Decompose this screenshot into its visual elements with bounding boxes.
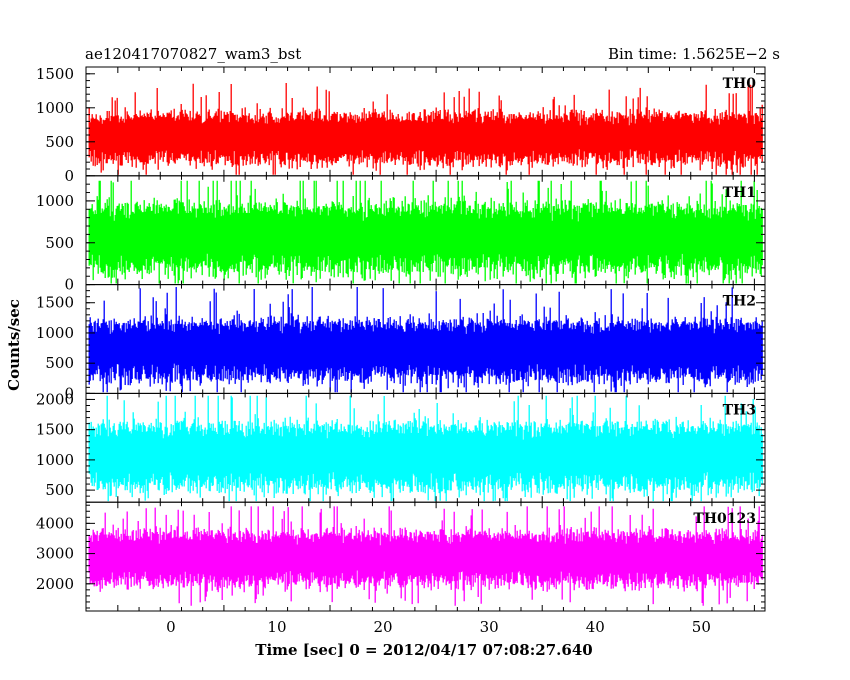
y-tick-label: 1500 <box>36 294 74 312</box>
y-tick-label: 500 <box>45 234 74 252</box>
y-tick-label: 500 <box>45 481 74 499</box>
y-tick-label: 2000 <box>36 390 74 408</box>
y-tick-label: 2000 <box>36 575 74 593</box>
series-th2 <box>88 287 763 393</box>
panel-th1: 0 500 1000 TH1 <box>36 175 766 294</box>
y-tick-label: 1000 <box>36 324 74 342</box>
y-tick-label: 1500 <box>36 65 74 83</box>
y-tick-label: 500 <box>45 133 74 151</box>
panel-th2: 0 500 1000 1500 TH2 <box>36 284 766 402</box>
y-tick-label: 500 <box>45 354 74 372</box>
series-th0123 <box>88 506 763 606</box>
panels: 0 500 1000 1500 TH0 0 500 1000 TH1 0 500 1000 1500 TH… <box>36 65 766 612</box>
x-tick-label: 40 <box>586 618 605 636</box>
panel-label: TH0 <box>723 76 757 92</box>
y-tick-label: 1000 <box>36 192 74 210</box>
y-axis-label: Counts/sec <box>5 299 23 391</box>
bin-time-label: Bin time: 1.5625E−2 s <box>608 45 780 63</box>
y-tick-label: 1000 <box>36 99 74 117</box>
panel-label: TH2 <box>723 294 756 310</box>
x-tick-label: 20 <box>374 618 393 636</box>
y-tick-label: 1000 <box>36 451 74 469</box>
y-tick-label: 3000 <box>36 545 74 563</box>
y-tick-label: 0 <box>64 384 74 402</box>
panel-th3: 500 1000 1500 2000 TH3 <box>36 390 766 503</box>
x-tick-label: 50 <box>692 618 711 636</box>
series-th0 <box>88 83 763 175</box>
panel-label: TH1 <box>723 185 756 201</box>
figure-title: ae120417070827_wam3_bst <box>85 45 301 63</box>
y-tick-label: 1500 <box>36 421 74 439</box>
x-tick-label: 0 <box>166 618 176 636</box>
y-tick-label: 0 <box>64 167 74 185</box>
panel-label: TH3 <box>723 402 756 418</box>
x-tick-label: 30 <box>480 618 499 636</box>
x-axis: 0 10 20 30 40 50 <box>166 618 711 636</box>
panel-frame <box>85 501 766 612</box>
panel-th0123: 2000 3000 4000 TH0123 <box>36 501 766 612</box>
y-tick-label: 0 <box>64 276 74 294</box>
x-axis-label: Time [sec] 0 = 2012/04/17 07:08:27.640 <box>255 641 592 659</box>
y-tick-label: 4000 <box>36 514 74 532</box>
panel-label: TH0123 <box>693 511 756 527</box>
panel-th0: 0 500 1000 1500 TH0 <box>36 65 766 185</box>
series-th3 <box>88 395 763 502</box>
x-tick-label: 10 <box>267 618 286 636</box>
series-th1 <box>88 180 763 284</box>
